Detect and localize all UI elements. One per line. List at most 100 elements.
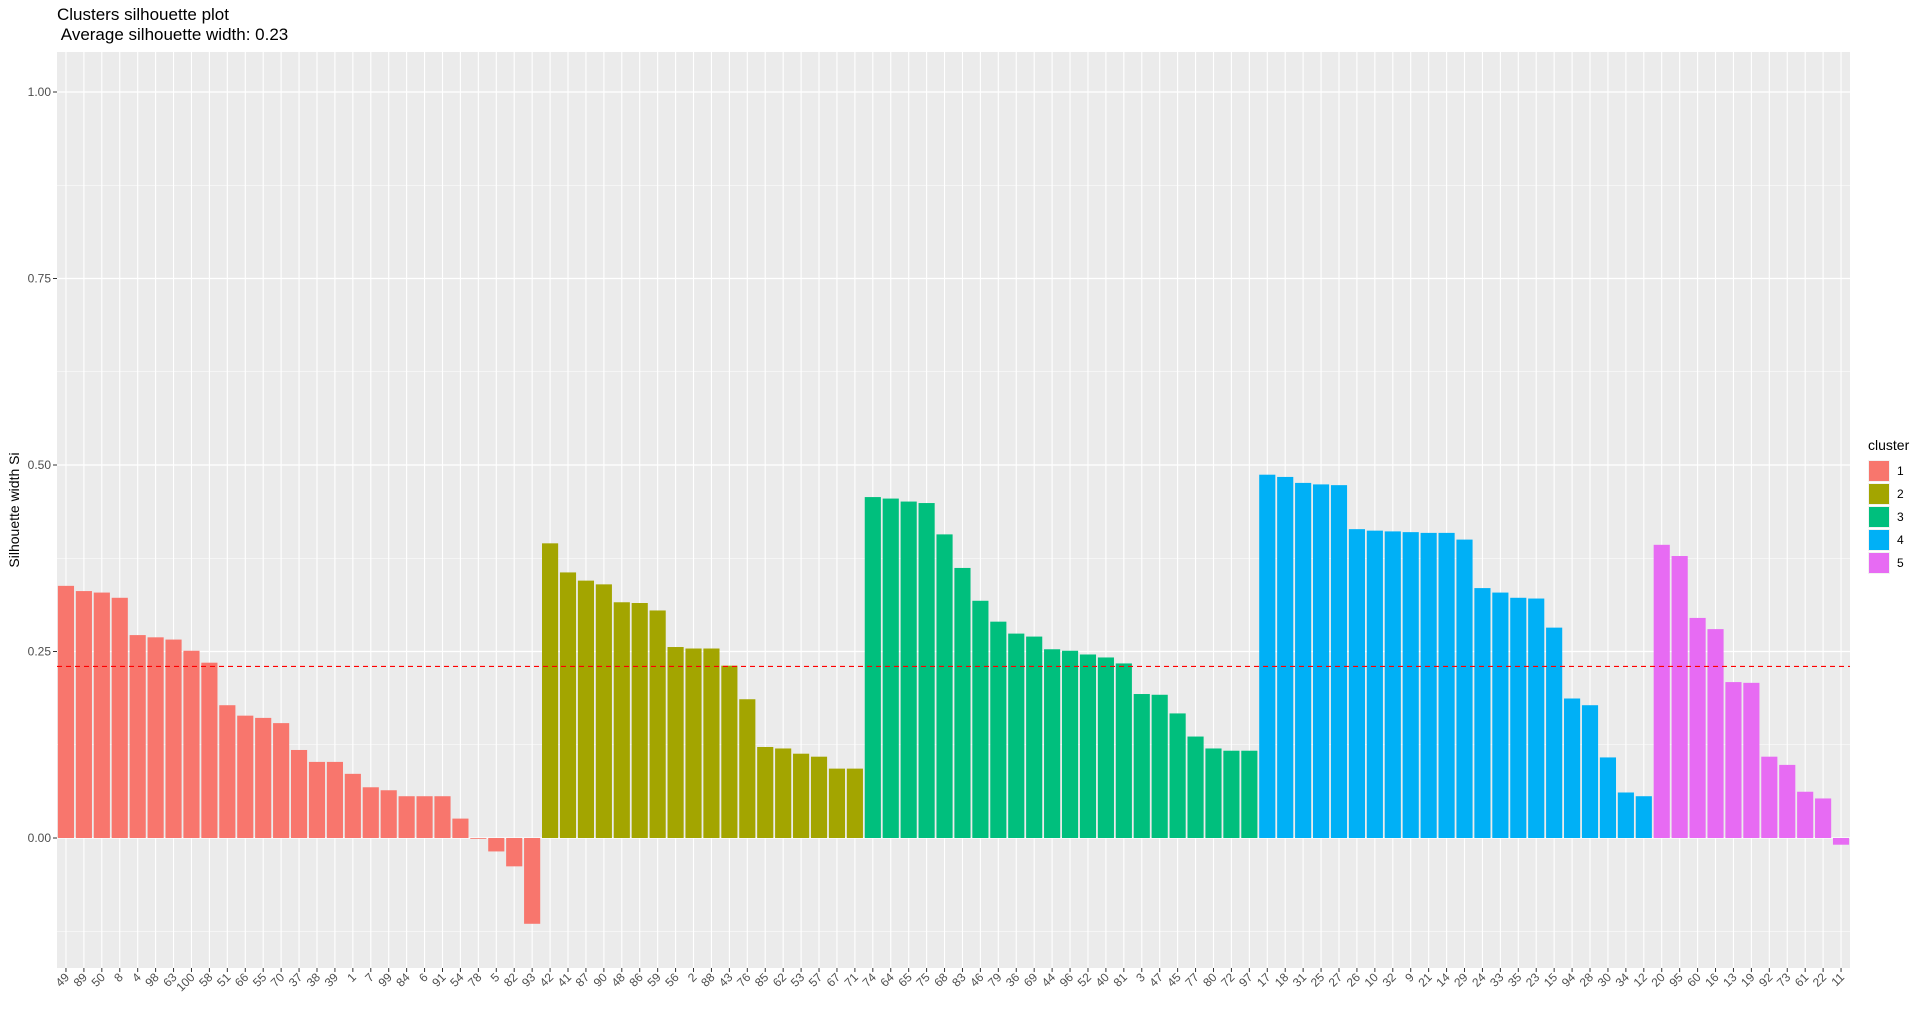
x-tick-label: 56 — [662, 970, 682, 990]
bar — [1384, 531, 1401, 838]
bar — [1671, 556, 1688, 838]
x-tick-label: 82 — [501, 970, 521, 990]
x-tick-label: 36 — [1003, 970, 1023, 990]
x-tick-label: 95 — [1666, 970, 1686, 990]
x-tick-label: 53 — [788, 970, 808, 990]
bar — [1133, 694, 1150, 838]
bar — [1008, 633, 1025, 838]
x-tick-label: 43 — [716, 970, 736, 990]
x-tick-label: 80 — [1200, 970, 1220, 990]
bar — [326, 761, 343, 838]
bar — [1115, 663, 1132, 838]
bar — [1151, 694, 1168, 838]
x-tick-label: 67 — [824, 970, 844, 990]
x-tick-label: 30 — [1595, 970, 1615, 990]
x-tick-label: 37 — [286, 970, 306, 990]
x-tick-label: 46 — [967, 970, 987, 990]
legend-label: 5 — [1897, 556, 1904, 570]
bar — [1438, 532, 1455, 838]
bar — [129, 635, 146, 838]
bar — [1743, 682, 1760, 838]
x-tick-label: 45 — [1164, 970, 1184, 990]
bar — [864, 497, 881, 838]
x-tick-label: 33 — [1487, 970, 1507, 990]
bar — [1564, 698, 1581, 838]
bar — [506, 838, 523, 867]
x-tick-label: 5 — [488, 970, 503, 985]
x-tick-label: 61 — [1792, 970, 1812, 990]
legend-key-swatch — [1869, 461, 1889, 481]
x-tick-label: 64 — [878, 970, 898, 990]
x-tick-label: 57 — [806, 970, 826, 990]
x-tick-label: 9 — [1402, 970, 1417, 985]
bar — [542, 543, 559, 838]
x-tick-label: 77 — [1182, 970, 1202, 990]
bar — [93, 592, 110, 838]
x-tick-label: 93 — [519, 970, 539, 990]
x-tick-label: 78 — [465, 970, 485, 990]
x-tick-label: 54 — [447, 970, 467, 990]
bar — [882, 498, 899, 838]
x-tick-label: 66 — [232, 970, 252, 990]
bar — [524, 838, 541, 924]
bar — [900, 501, 917, 838]
x-tick-label: 12 — [1631, 970, 1651, 990]
x-tick-label: 42 — [537, 970, 557, 990]
x-tick-label: 74 — [860, 970, 880, 990]
bar — [470, 838, 487, 839]
x-tick-label: 13 — [1720, 970, 1740, 990]
bar — [1330, 485, 1348, 838]
bar — [846, 768, 863, 838]
x-tick-label: 19 — [1738, 970, 1758, 990]
bar — [219, 705, 236, 838]
bar — [1832, 838, 1850, 845]
x-tick-label: 17 — [1254, 970, 1274, 990]
bar — [631, 603, 648, 838]
bar — [1079, 654, 1097, 838]
x-tick-label: 49 — [53, 970, 73, 990]
x-tick-label: 59 — [644, 970, 664, 990]
legend-label: 3 — [1897, 510, 1904, 524]
bar — [1456, 539, 1473, 838]
x-tick-label: 89 — [71, 970, 91, 990]
plot-panel — [57, 52, 1850, 968]
x-tick-label: 83 — [949, 970, 969, 990]
legend-key-swatch — [1869, 484, 1889, 504]
x-tick-label: 90 — [591, 970, 611, 990]
bar — [918, 503, 935, 838]
x-tick-label: 16 — [1702, 970, 1722, 990]
x-tick-label: 31 — [1290, 970, 1310, 990]
x-tick-label: 1 — [344, 970, 359, 985]
bar — [380, 790, 397, 838]
bar — [757, 746, 774, 838]
x-tick-label: 58 — [196, 970, 216, 990]
y-tick-label: 0.25 — [28, 645, 52, 659]
bar-layer — [57, 474, 1850, 924]
bar — [1797, 791, 1814, 838]
bar — [452, 818, 469, 838]
bar — [434, 796, 451, 838]
x-tick-label: 48 — [609, 970, 629, 990]
bar — [1061, 650, 1079, 838]
bar — [739, 699, 756, 838]
y-axis-ticks: 0.00 0.25 0.50 0.75 1.00 — [28, 85, 57, 845]
x-tick-label: 88 — [698, 970, 718, 990]
bar — [165, 639, 182, 838]
bar — [685, 648, 702, 838]
bar — [416, 796, 433, 838]
x-tick-label: 72 — [1218, 970, 1238, 990]
bar — [1169, 713, 1186, 838]
bar — [57, 585, 75, 838]
x-tick-label: 28 — [1577, 970, 1597, 990]
x-tick-label: 100 — [174, 970, 198, 994]
y-tick-label: 1.00 — [28, 85, 52, 99]
bar — [1241, 750, 1258, 838]
x-tick-label: 75 — [913, 970, 933, 990]
bar — [1635, 796, 1652, 838]
x-tick-label: 81 — [1111, 970, 1131, 990]
bar — [255, 717, 272, 838]
x-tick-label: 3 — [1133, 970, 1148, 985]
x-tick-label: 25 — [1308, 970, 1328, 990]
x-tick-label: 4 — [129, 970, 144, 985]
y-tick-label: 0.75 — [28, 272, 52, 286]
